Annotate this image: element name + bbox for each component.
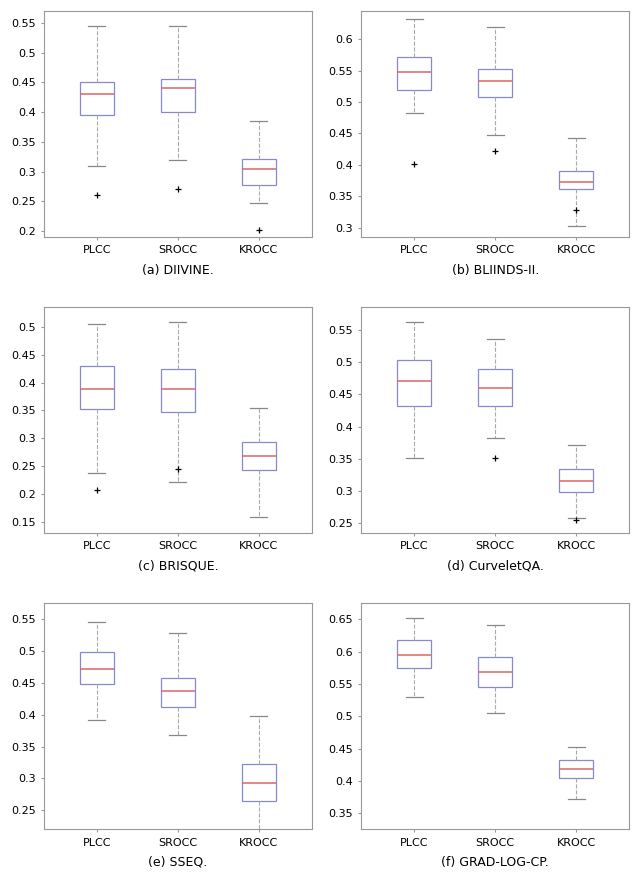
PathPatch shape (242, 158, 276, 185)
PathPatch shape (478, 69, 512, 97)
X-axis label: (b) BLIINDS-II.: (b) BLIINDS-II. (452, 264, 539, 276)
PathPatch shape (161, 79, 195, 112)
PathPatch shape (397, 360, 431, 406)
PathPatch shape (397, 57, 431, 90)
X-axis label: (e) SSEQ.: (e) SSEQ. (148, 856, 207, 869)
X-axis label: (f) GRAD-LOG-CP.: (f) GRAD-LOG-CP. (441, 856, 549, 869)
PathPatch shape (161, 678, 195, 707)
PathPatch shape (478, 369, 512, 406)
X-axis label: (a) DIIVINE.: (a) DIIVINE. (142, 264, 214, 276)
PathPatch shape (80, 83, 114, 115)
PathPatch shape (478, 656, 512, 687)
PathPatch shape (559, 171, 593, 188)
PathPatch shape (80, 652, 114, 684)
X-axis label: (d) CurveletQA.: (d) CurveletQA. (447, 560, 543, 573)
PathPatch shape (242, 765, 276, 801)
PathPatch shape (242, 442, 276, 470)
X-axis label: (c) BRISQUE.: (c) BRISQUE. (138, 560, 218, 573)
PathPatch shape (80, 366, 114, 409)
PathPatch shape (559, 760, 593, 778)
PathPatch shape (397, 640, 431, 668)
PathPatch shape (559, 468, 593, 493)
PathPatch shape (161, 369, 195, 412)
